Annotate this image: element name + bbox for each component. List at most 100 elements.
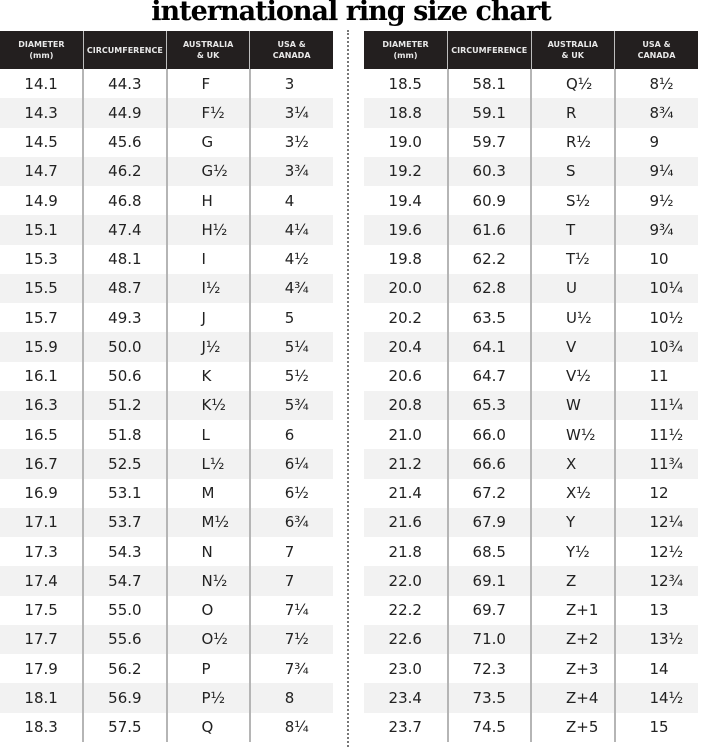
australia-uk-cell: S½ — [531, 186, 616, 216]
diameter-cell: 19.4 — [364, 186, 449, 216]
header-usa-canada: USA & CANADA — [249, 31, 333, 69]
australia-uk-cell: Q½ — [531, 69, 616, 99]
usa-canada-cell: 8¾ — [614, 98, 698, 128]
usa-canada-cell: 7 — [284, 542, 295, 561]
diameter-cell: 23.0 — [364, 654, 449, 684]
table-row: 14.5 45.6 G 3½ — [0, 127, 333, 157]
circumference-cell: 51.8 — [83, 420, 168, 450]
diameter-cell: 19.2 — [364, 156, 449, 186]
australia-uk-cell: Z+1 — [531, 595, 616, 625]
table-row: 14.1 44.3 F 3 — [0, 69, 333, 99]
australia-uk-cell: Q — [166, 712, 251, 742]
australia-uk-cell: M — [166, 478, 251, 508]
circumference-cell: 56.2 — [83, 654, 168, 684]
table-row: 21.8 68.5 Y½ 12½ — [364, 537, 698, 567]
usa-canada-cell: 13 — [649, 601, 669, 620]
circumference-cell: 67.2 — [447, 478, 532, 508]
australia-uk-cell: I — [166, 244, 251, 274]
table-row: 20.8 65.3 W 11¼ — [364, 390, 698, 420]
circumference-cell: 44.3 — [83, 69, 168, 99]
diameter-cell: 22.0 — [364, 566, 449, 596]
usa-canada-cell: 13½ — [614, 624, 698, 654]
table-row: 19.2 60.3 S 9¼ — [364, 156, 698, 186]
table-row: 23.0 72.3 Z+3 14 — [364, 654, 698, 684]
table-row: 23.7 74.5 Z+5 15 — [364, 712, 698, 742]
usa-canada-cell: 10½ — [649, 308, 684, 327]
australia-uk-cell: Z+2 — [531, 624, 616, 654]
diameter-cell: 15.1 — [0, 215, 85, 245]
circumference-cell: 58.1 — [447, 69, 532, 99]
australia-uk-cell: I½ — [166, 273, 251, 303]
diameter-cell: 21.0 — [364, 420, 449, 450]
australia-uk-cell: H — [166, 186, 251, 216]
usa-canada-cell: 4½ — [284, 250, 309, 269]
diameter-cell: 18.8 — [364, 98, 449, 128]
circumference-cell: 54.7 — [83, 566, 168, 596]
header-australia-uk: AUSTRALIA & UK — [531, 31, 615, 69]
header-usa-canada: USA & CANADA — [614, 31, 698, 69]
diameter-cell: 20.0 — [364, 273, 449, 303]
table-row: 18.8 59.1 R 8¾ — [364, 98, 698, 128]
usa-canada-cell: 9 — [649, 133, 660, 152]
usa-canada-cell: 3 — [284, 74, 295, 93]
circumference-cell: 45.6 — [83, 127, 168, 157]
circumference-cell: 60.9 — [447, 186, 532, 216]
usa-canada-cell: 12¼ — [614, 507, 698, 537]
circumference-cell: 51.2 — [83, 390, 168, 420]
diameter-cell: 20.4 — [364, 332, 449, 362]
table-row: 16.7 52.5 L½ 6¼ — [0, 449, 333, 479]
table-row: 17.4 54.7 N½ 7 — [0, 566, 333, 596]
circumference-cell: 48.7 — [83, 273, 168, 303]
circumference-cell: 69.7 — [447, 595, 532, 625]
circumference-cell: 67.9 — [447, 507, 532, 537]
table-row: 19.0 59.7 R½ 9 — [364, 127, 698, 157]
table-row: 16.1 50.6 K 5½ — [0, 361, 333, 391]
usa-canada-cell: 12½ — [649, 542, 684, 561]
diameter-cell: 20.6 — [364, 361, 449, 391]
australia-uk-cell: N½ — [166, 566, 251, 596]
diameter-cell: 17.9 — [0, 654, 85, 684]
table-row: 23.4 73.5 Z+4 14½ — [364, 683, 698, 713]
australia-uk-cell: K — [166, 361, 251, 391]
australia-uk-cell: O½ — [166, 624, 251, 654]
usa-canada-cell: 15 — [649, 718, 669, 737]
table-row: 18.3 57.5 Q 8¼ — [0, 712, 333, 742]
dotted-divider — [347, 30, 349, 747]
table-row: 17.5 55.0 O 7¼ — [0, 595, 333, 625]
circumference-cell: 46.2 — [83, 156, 168, 186]
circumference-cell: 65.3 — [447, 390, 532, 420]
circumference-cell: 68.5 — [447, 537, 532, 567]
table-row: 14.9 46.8 H 4 — [0, 186, 333, 216]
circumference-cell: 74.5 — [447, 712, 532, 742]
ring-size-table-left: DIAMETER (mm) CIRCUMFERENCE AUSTRALIA & UK… — [0, 31, 333, 742]
circumference-cell: 59.1 — [447, 98, 532, 128]
header-row: DIAMETER (mm) CIRCUMFERENCE AUSTRALIA & UK… — [0, 31, 333, 69]
diameter-cell: 19.8 — [364, 244, 449, 274]
australia-uk-cell: T½ — [531, 244, 616, 274]
circumference-cell: 55.0 — [83, 595, 168, 625]
circumference-cell: 66.0 — [447, 420, 532, 450]
diameter-cell: 20.8 — [364, 390, 449, 420]
circumference-cell: 73.5 — [447, 683, 532, 713]
header-circumference: CIRCUMFERENCE — [447, 31, 532, 69]
diameter-cell: 14.1 — [0, 69, 85, 99]
table-row: 20.2 63.5 U½ 10½ — [364, 303, 698, 333]
diameter-cell: 19.0 — [364, 127, 449, 157]
usa-canada-cell: 14 — [649, 659, 669, 678]
australia-uk-cell: N — [166, 537, 251, 567]
usa-canada-cell: 10 — [649, 250, 669, 269]
australia-uk-cell: L½ — [166, 449, 251, 479]
circumference-cell: 66.6 — [447, 449, 532, 479]
diameter-cell: 19.6 — [364, 215, 449, 245]
header-australia-uk: AUSTRALIA & UK — [166, 31, 251, 69]
diameter-cell: 21.6 — [364, 507, 449, 537]
diameter-cell: 17.4 — [0, 566, 85, 596]
table-row: 17.1 53.7 M½ 6¾ — [0, 507, 333, 537]
usa-canada-cell: 14½ — [614, 683, 698, 713]
diameter-cell: 23.7 — [364, 712, 449, 742]
usa-canada-cell: 6¾ — [249, 507, 333, 537]
table-row: 14.7 46.2 G½ 3¾ — [0, 156, 333, 186]
diameter-cell: 21.2 — [364, 449, 449, 479]
table-row: 21.4 67.2 X½ 12 — [364, 478, 698, 508]
australia-uk-cell: Z+4 — [531, 683, 616, 713]
